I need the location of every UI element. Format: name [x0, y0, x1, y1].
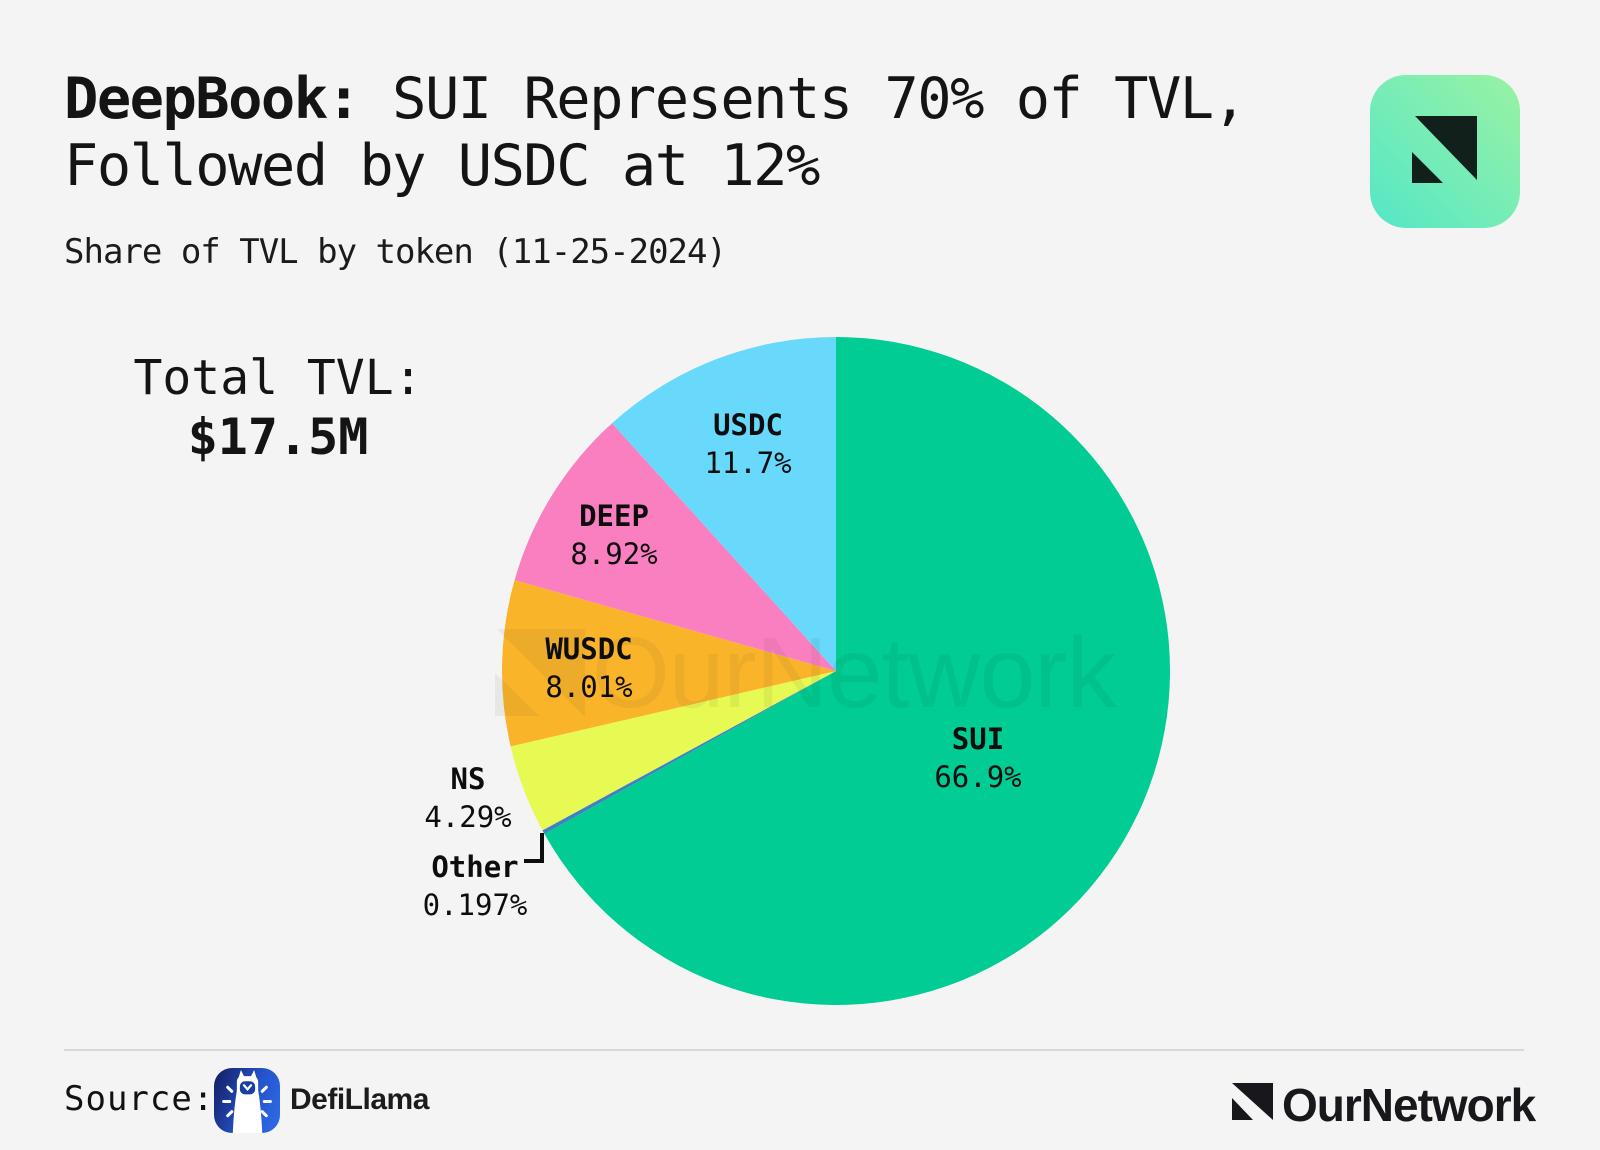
slice-name: NS — [450, 762, 486, 796]
slice-label-sui: SUI 66.9% — [934, 720, 1021, 796]
title-line1-rest: SUI Represents 70% of TVL, — [359, 66, 1247, 132]
slice-percent: 8.01% — [545, 670, 633, 704]
slice-name: Other — [431, 850, 519, 884]
slice-percent: 66.9% — [934, 760, 1022, 794]
slice-label-wusdc: WUSDC 8.01% — [545, 630, 632, 706]
pie-slice-sui — [544, 337, 1171, 1005]
slice-label-ns: NS 4.29% — [424, 760, 511, 836]
ournetwork-logo-card — [1370, 75, 1520, 228]
slice-percent: 4.29% — [424, 800, 512, 834]
slice-name: USDC — [713, 408, 783, 442]
slice-name: WUSDC — [545, 632, 633, 666]
defillama-llama-icon — [222, 1070, 272, 1133]
slice-percent: 0.197% — [422, 888, 528, 922]
total-tvl: Total TVL: $17.5M — [98, 349, 458, 467]
total-tvl-label: Total TVL: — [133, 350, 423, 406]
slice-label-deep: DEEP 8.92% — [570, 497, 657, 573]
slice-label-other: Other 0.197% — [423, 848, 528, 924]
total-tvl-value: $17.5M — [187, 408, 369, 466]
watermark-text: OurNetwork — [592, 617, 1117, 729]
title-line1: DeepBook: SUI Represents 70% of TVL, — [64, 66, 1354, 133]
slice-percent: 11.7% — [704, 446, 792, 480]
slice-name: SUI — [951, 722, 1005, 756]
source-name: DefiLlama — [290, 1083, 429, 1116]
footer-divider — [64, 1049, 1524, 1051]
slice-percent: 8.92% — [570, 537, 658, 571]
source-label: Source: — [64, 1079, 215, 1119]
slice-label-usdc: USDC 11.7% — [704, 406, 791, 482]
slice-name: DEEP — [579, 499, 649, 533]
ournetwork-n-icon — [1412, 116, 1477, 183]
watermark-n-icon — [495, 673, 539, 716]
defillama-logo-icon — [214, 1068, 280, 1133]
chart-subtitle: Share of TVL by token (11-25-2024) — [64, 232, 727, 272]
page-title: DeepBook: SUI Represents 70% of TVL, Fol… — [64, 66, 1354, 200]
title-app-name: DeepBook: — [64, 66, 361, 132]
ournetwork-footer-n-icon — [1232, 1082, 1274, 1124]
title-line2: Followed by USDC at 12% — [64, 133, 820, 199]
ournetwork-footer-wordmark: OurNetwork — [1282, 1079, 1536, 1131]
